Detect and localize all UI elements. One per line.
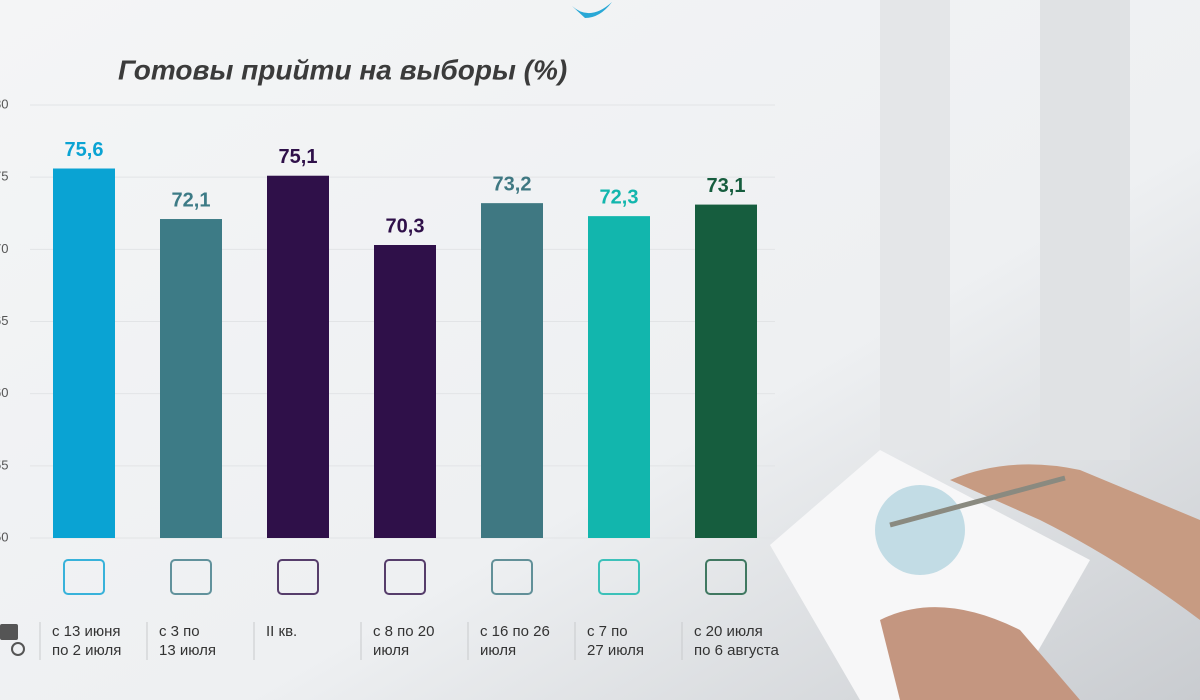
source-logo — [598, 559, 640, 595]
x-tick-label: с 7 по — [587, 623, 628, 640]
bar — [481, 203, 543, 538]
y-tick-label: 75 — [0, 169, 8, 184]
x-tick-label: II кв. — [266, 623, 297, 640]
value-label: 72,3 — [600, 186, 639, 208]
calendar-icon — [0, 624, 25, 656]
source-logo — [705, 559, 747, 595]
source-logo — [384, 559, 426, 595]
value-label: 70,3 — [386, 215, 425, 237]
x-tick-label: 13 июля — [159, 642, 216, 659]
value-label: 73,1 — [707, 175, 746, 197]
bar — [374, 245, 436, 538]
y-tick-label: 65 — [0, 313, 8, 328]
bar — [695, 204, 757, 538]
bar — [53, 168, 115, 539]
source-logo — [63, 559, 105, 595]
x-tick-label: с 13 июня — [52, 623, 121, 640]
photo — [770, 0, 1200, 700]
x-tick-label: июля — [480, 642, 516, 659]
y-tick-label: 70 — [0, 241, 8, 256]
value-label: 75,1 — [279, 146, 318, 168]
value-label: 73,2 — [493, 173, 532, 195]
y-tick-label: 60 — [0, 385, 8, 400]
source-logo — [277, 559, 319, 595]
x-tick-label: с 8 по 20 — [373, 623, 435, 640]
x-tick-label: с 3 по — [159, 623, 200, 640]
x-tick-label: 27 июля — [587, 642, 644, 659]
x-tick-label: с 16 по 26 — [480, 623, 550, 640]
y-tick-label: 50 — [0, 529, 8, 544]
bar — [588, 216, 650, 539]
chart-title: Готовы прийти на выборы (%) — [118, 54, 567, 85]
source-logo — [491, 559, 533, 595]
y-tick-label: 55 — [0, 457, 8, 472]
value-label: 72,1 — [172, 189, 211, 211]
x-tick-label: с 20 июля — [694, 623, 763, 640]
top-logo — [572, 2, 612, 18]
x-tick-label: июля — [373, 642, 409, 659]
x-tick-label: по 6 августа — [694, 642, 779, 659]
source-logo — [170, 559, 212, 595]
y-tick-label: 80 — [0, 96, 8, 111]
bar — [160, 219, 222, 539]
value-label: 75,6 — [65, 139, 104, 161]
x-tick-label: по 2 июля — [52, 642, 121, 659]
bar — [267, 175, 329, 538]
